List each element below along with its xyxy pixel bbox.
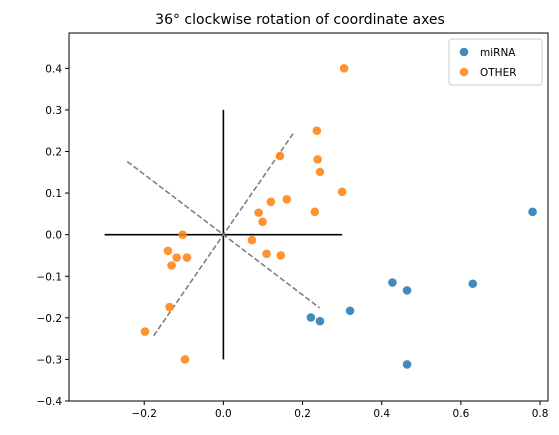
data-point-OTHER-0: [339, 64, 349, 73]
plot-area: [104, 64, 537, 369]
legend-marker-OTHER: [459, 67, 469, 77]
legend-marker-miRNA: [459, 47, 469, 57]
x-tick-label-4: 0.6: [453, 408, 470, 420]
data-point-OTHER-7: [266, 197, 276, 207]
data-point-OTHER-10: [310, 207, 320, 217]
data-point-OTHER-15: [163, 246, 173, 256]
data-point-miRNA-6: [315, 316, 325, 326]
plot-frame: [68, 32, 549, 402]
data-point-OTHER-19: [165, 302, 174, 312]
data-point-OTHER-20: [140, 327, 150, 336]
series-miRNA: [306, 207, 537, 369]
data-point-OTHER-9: [258, 217, 267, 227]
legend: miRNA OTHER: [448, 38, 543, 86]
x-tick-label-0: −0.2: [131, 408, 157, 420]
data-point-OTHER-14: [178, 230, 187, 239]
y-tick-label-8: 0.4: [45, 63, 62, 75]
data-point-OTHER-21: [180, 355, 190, 364]
data-point-OTHER-16: [172, 253, 181, 262]
data-point-OTHER-18: [167, 261, 176, 270]
data-point-miRNA-7: [306, 313, 316, 322]
y-tick-label-2: −0.2: [37, 313, 63, 325]
data-point-OTHER-12: [262, 249, 271, 259]
x-tick-label-2: 0.2: [294, 408, 311, 420]
series-OTHER: [140, 64, 349, 364]
data-point-miRNA-3: [388, 278, 397, 287]
data-point-OTHER-4: [275, 151, 285, 161]
rotated-axis-line-3: [153, 133, 294, 337]
legend-box: [448, 38, 543, 86]
data-point-miRNA-1: [468, 279, 478, 289]
axes: −0.2 0.0 0.2 0.4 0.6 0.8 −0.4 −0.3 −0.2 −0.1 0.0 0.…: [37, 32, 549, 420]
x-tick-label-3: 0.4: [373, 408, 390, 420]
data-point-miRNA-5: [345, 306, 355, 316]
y-tick-label-1: −0.3: [37, 354, 63, 366]
data-point-OTHER-3: [315, 167, 325, 177]
chart-title: 36° clockwise rotation of coordinate axe…: [155, 12, 445, 28]
x-tick-label-1: 0.0: [215, 408, 232, 420]
data-point-miRNA-2: [402, 286, 412, 295]
y-tick-label-6: 0.2: [45, 147, 62, 159]
data-point-OTHER-1: [312, 126, 322, 136]
y-tick-label-0: −0.4: [37, 396, 63, 408]
y-tick-label-5: 0.1: [45, 188, 62, 200]
y-tick-label-7: 0.3: [45, 105, 62, 117]
data-point-OTHER-5: [337, 187, 347, 197]
data-point-miRNA-0: [528, 207, 537, 217]
data-point-OTHER-2: [313, 155, 322, 164]
x-tick-label-5: 0.8: [532, 408, 549, 420]
y-tick-label-3: −0.1: [37, 271, 63, 283]
legend-label-OTHER: OTHER: [480, 67, 517, 79]
y-tick-label-4: 0.0: [45, 230, 62, 242]
data-point-OTHER-8: [254, 208, 263, 217]
data-point-OTHER-11: [247, 235, 257, 245]
data-point-OTHER-17: [182, 253, 192, 262]
data-point-OTHER-6: [282, 195, 292, 204]
data-point-OTHER-13: [276, 251, 286, 260]
data-point-miRNA-4: [402, 360, 412, 369]
legend-label-miRNA: miRNA: [480, 47, 516, 59]
